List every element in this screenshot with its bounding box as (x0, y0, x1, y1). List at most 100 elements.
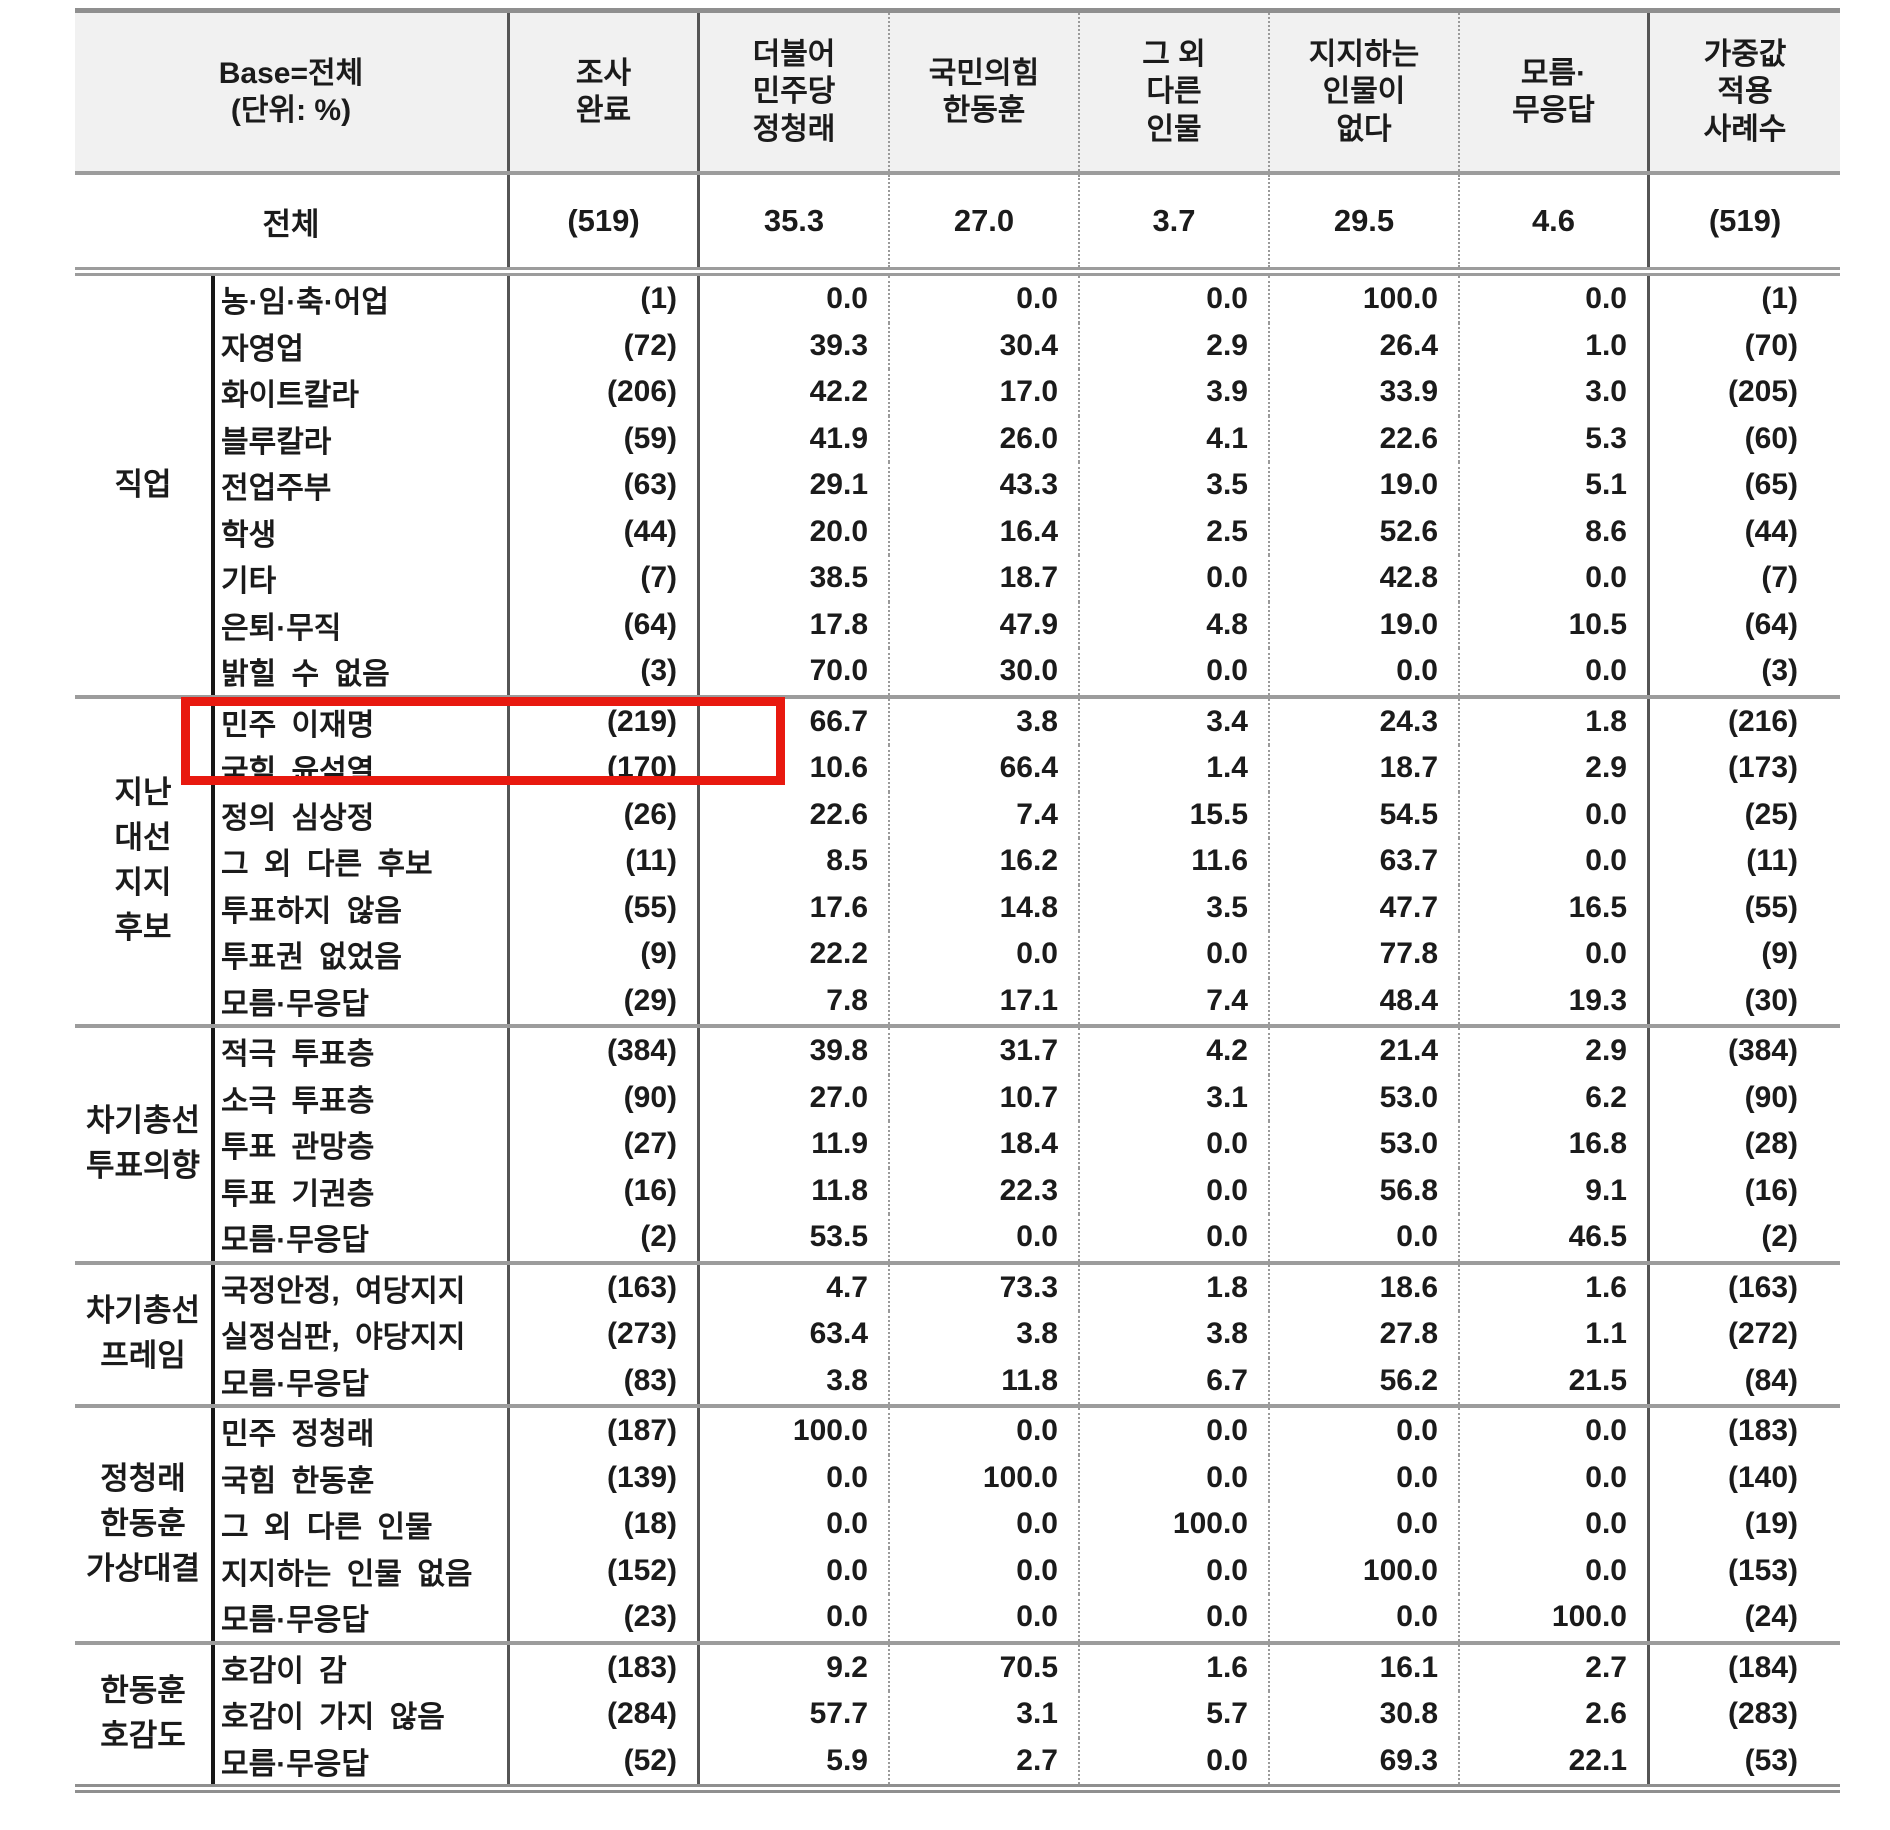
value-cell: (26) (510, 791, 700, 838)
value-cell: 42.2 (700, 369, 890, 416)
value-cell: (23) (510, 1594, 700, 1641)
value-cell: 4.2 (1080, 1028, 1270, 1075)
value-cell: 0.0 (1080, 1121, 1270, 1168)
group-label: 차기총선 프레임 (75, 1264, 215, 1404)
value-cell: 1.0 (1460, 322, 1650, 369)
row-label: 투표권 없었음 (215, 931, 510, 978)
total-row-label: 전체 (75, 175, 510, 267)
total-value-cell: (519) (510, 175, 700, 267)
value-cell: 4.1 (1080, 415, 1270, 462)
value-cell: (9) (510, 931, 700, 978)
value-cell: 53.0 (1270, 1121, 1460, 1168)
table-row: 자영업 (72) 39.3 30.4 2.9 26.4 1.0 (70) (215, 322, 1840, 369)
value-cell: 56.2 (1270, 1357, 1460, 1404)
value-cell: (90) (1744, 1080, 1798, 1114)
value-cell: 69.3 (1270, 1737, 1460, 1784)
value-cell: 0.0 (1460, 1408, 1650, 1455)
value-cell: (65) (1744, 468, 1798, 502)
value-cell: 1.4 (1080, 745, 1270, 792)
value-cell: (52) (510, 1737, 700, 1784)
value-cell: 47.7 (1270, 884, 1460, 931)
table-row: 호감이 가지 않음 (284) 57.7 3.1 5.7 30.8 2.6 (283) (215, 1691, 1840, 1738)
value-cell: (7) (510, 555, 700, 602)
section-rows: 적극 투표층 (384) 39.8 31.7 4.2 21.4 2.9 (384) 소극 투표층… (215, 1028, 1840, 1261)
value-cell: (183) (510, 1644, 700, 1691)
section: 정청래 한동훈 가상대결 민주 정청래 (187) 100.0 0.0 0.0 0.0 0.0… (75, 1404, 1840, 1641)
table-row: 투표 관망층 (27) 11.9 18.4 0.0 53.0 16.8 (28) (215, 1121, 1840, 1168)
value-cell: 52.6 (1270, 508, 1460, 555)
value-cell: 22.3 (890, 1167, 1080, 1214)
value-cell: 21.4 (1270, 1028, 1460, 1075)
value-cell: (216) (1727, 704, 1798, 738)
group-label: 차기총선 투표의향 (75, 1028, 215, 1261)
value-cell: 19.3 (1460, 977, 1650, 1024)
value-cell: (16) (510, 1167, 700, 1214)
value-cell: (44) (510, 508, 700, 555)
value-cell: 42.8 (1270, 555, 1460, 602)
value-cell: (53) (1744, 1743, 1798, 1777)
value-cell: 0.0 (1270, 1408, 1460, 1455)
value-cell: 5.1 (1460, 462, 1650, 509)
table-header-row: Base=전체 (단위: %) 조사 완료 더불어 민주당 정청래 국민의힘 한동훈 그… (75, 13, 1840, 175)
value-cell: 56.8 (1270, 1167, 1460, 1214)
value-cell: 39.3 (700, 322, 890, 369)
value-cell: 22.1 (1460, 1737, 1650, 1784)
value-cell: 11.6 (1080, 838, 1270, 885)
value-cell: 30.8 (1270, 1691, 1460, 1738)
value-cell: (384) (510, 1028, 700, 1075)
value-cell: (64) (510, 601, 700, 648)
value-cell: (63) (510, 462, 700, 509)
row-label: 모름·무응답 (215, 977, 510, 1024)
value-cell: 1.8 (1460, 698, 1650, 745)
table-body: 직업 농·임·축·어업 (1) 0.0 0.0 0.0 100.0 0.0 (1) 자영업 (72)… (75, 276, 1840, 1784)
value-cell: 100.0 (890, 1454, 1080, 1501)
value-cell: 0.0 (1270, 1454, 1460, 1501)
value-cell: 2.9 (1460, 745, 1650, 792)
table-row: 모름·무응답 (52) 5.9 2.7 0.0 69.3 22.1 (53) (215, 1737, 1840, 1784)
crosstab-table: Base=전체 (단위: %) 조사 완료 더불어 민주당 정청래 국민의힘 한동훈 그… (75, 8, 1840, 1793)
value-cell: (173) (1727, 751, 1798, 785)
row-label: 적극 투표층 (215, 1028, 510, 1075)
value-cell: 0.0 (1080, 1167, 1270, 1214)
value-cell: 0.0 (890, 931, 1080, 978)
value-cell: 66.7 (700, 698, 890, 745)
value-cell: 41.9 (700, 415, 890, 462)
row-label: 모름·무응답 (215, 1357, 510, 1404)
column-header-cell: 더불어 민주당 정청래 (700, 13, 890, 171)
value-cell: 15.5 (1080, 791, 1270, 838)
value-cell: 39.8 (700, 1028, 890, 1075)
value-cell: (184) (1727, 1650, 1798, 1684)
table-row: 농·임·축·어업 (1) 0.0 0.0 0.0 100.0 0.0 (1) (215, 276, 1840, 323)
value-cell: 0.0 (1460, 1547, 1650, 1594)
value-cell: 31.7 (890, 1028, 1080, 1075)
value-cell: 3.4 (1080, 698, 1270, 745)
value-cell: (153) (1727, 1553, 1798, 1587)
row-label: 전업주부 (215, 462, 510, 509)
total-value-cell: 29.5 (1270, 175, 1460, 267)
value-cell: 4.8 (1080, 601, 1270, 648)
column-header-cell: 가중값 적용 사례수 (1703, 37, 1787, 146)
value-cell: (72) (510, 322, 700, 369)
value-cell: 0.0 (700, 1594, 890, 1641)
value-cell: 16.2 (890, 838, 1080, 885)
value-cell: (83) (510, 1357, 700, 1404)
value-cell: 0.0 (1270, 1594, 1460, 1641)
row-label: 투표 기권층 (215, 1167, 510, 1214)
value-cell: 1.6 (1080, 1644, 1270, 1691)
value-cell: (1) (510, 276, 700, 323)
table-row: 투표권 없었음 (9) 22.2 0.0 0.0 77.8 0.0 (9) (215, 931, 1840, 978)
value-cell: 70.5 (890, 1644, 1080, 1691)
value-cell: 4.7 (700, 1264, 890, 1311)
value-cell: 0.0 (1080, 931, 1270, 978)
value-cell: (29) (510, 977, 700, 1024)
table-row: 모름·무응답 (29) 7.8 17.1 7.4 48.4 19.3 (30) (215, 977, 1840, 1024)
section: 한동훈 호감도 호감이 감 (183) 9.2 70.5 1.6 16.1 2.7 (184) 호… (75, 1640, 1840, 1784)
row-label: 소극 투표층 (215, 1074, 510, 1121)
value-cell: 24.3 (1270, 698, 1460, 745)
table-row: 그 외 다른 인물 (18) 0.0 0.0 100.0 0.0 0.0 (19) (215, 1501, 1840, 1548)
value-cell: 19.0 (1270, 462, 1460, 509)
value-cell: 0.0 (1460, 791, 1650, 838)
value-cell: (384) (1727, 1034, 1798, 1068)
section-rows: 민주 정청래 (187) 100.0 0.0 0.0 0.0 0.0 (183) 국힘 한동훈(… (215, 1408, 1840, 1641)
